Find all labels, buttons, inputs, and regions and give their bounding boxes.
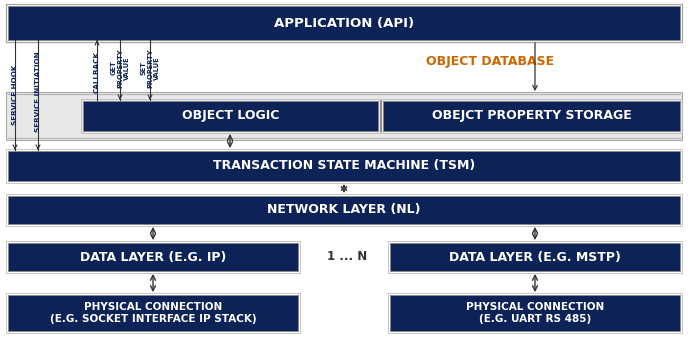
Text: DATA LAYER (E.G. MSTP): DATA LAYER (E.G. MSTP) <box>449 250 621 264</box>
Text: SERVICE INITIATION: SERVICE INITIATION <box>35 52 41 132</box>
FancyBboxPatch shape <box>390 243 680 271</box>
Text: 1 ... N: 1 ... N <box>327 250 367 264</box>
Text: GET
PROPERTY
VALUE: GET PROPERTY VALUE <box>110 48 130 88</box>
FancyBboxPatch shape <box>390 295 680 331</box>
FancyBboxPatch shape <box>6 92 682 140</box>
FancyBboxPatch shape <box>8 295 298 331</box>
Text: TRANSACTION STATE MACHINE (TSM): TRANSACTION STATE MACHINE (TSM) <box>213 160 475 172</box>
FancyBboxPatch shape <box>8 243 298 271</box>
Text: SET
PROPERTY
VALUE: SET PROPERTY VALUE <box>141 48 159 88</box>
Text: CALLBACK: CALLBACK <box>94 51 100 93</box>
FancyBboxPatch shape <box>8 151 680 181</box>
FancyBboxPatch shape <box>8 196 680 224</box>
FancyBboxPatch shape <box>383 101 680 131</box>
FancyBboxPatch shape <box>8 6 680 40</box>
Text: OBEJCT PROPERTY STORAGE: OBEJCT PROPERTY STORAGE <box>432 110 631 122</box>
Text: NETWORK LAYER (NL): NETWORK LAYER (NL) <box>267 203 421 217</box>
Text: PHYSICAL CONNECTION
(E.G. UART RS 485): PHYSICAL CONNECTION (E.G. UART RS 485) <box>466 302 604 324</box>
Text: APPLICATION (API): APPLICATION (API) <box>274 17 414 29</box>
Text: OBJECT LOGIC: OBJECT LOGIC <box>181 110 279 122</box>
Text: DATA LAYER (E.G. IP): DATA LAYER (E.G. IP) <box>80 250 226 264</box>
FancyBboxPatch shape <box>83 101 378 131</box>
Text: PHYSICAL CONNECTION
(E.G. SOCKET INTERFACE IP STACK): PHYSICAL CONNECTION (E.G. SOCKET INTERFA… <box>50 302 256 324</box>
Text: OBJECT DATABASE: OBJECT DATABASE <box>426 55 554 69</box>
Text: SERVICE HOOK: SERVICE HOOK <box>12 65 18 125</box>
